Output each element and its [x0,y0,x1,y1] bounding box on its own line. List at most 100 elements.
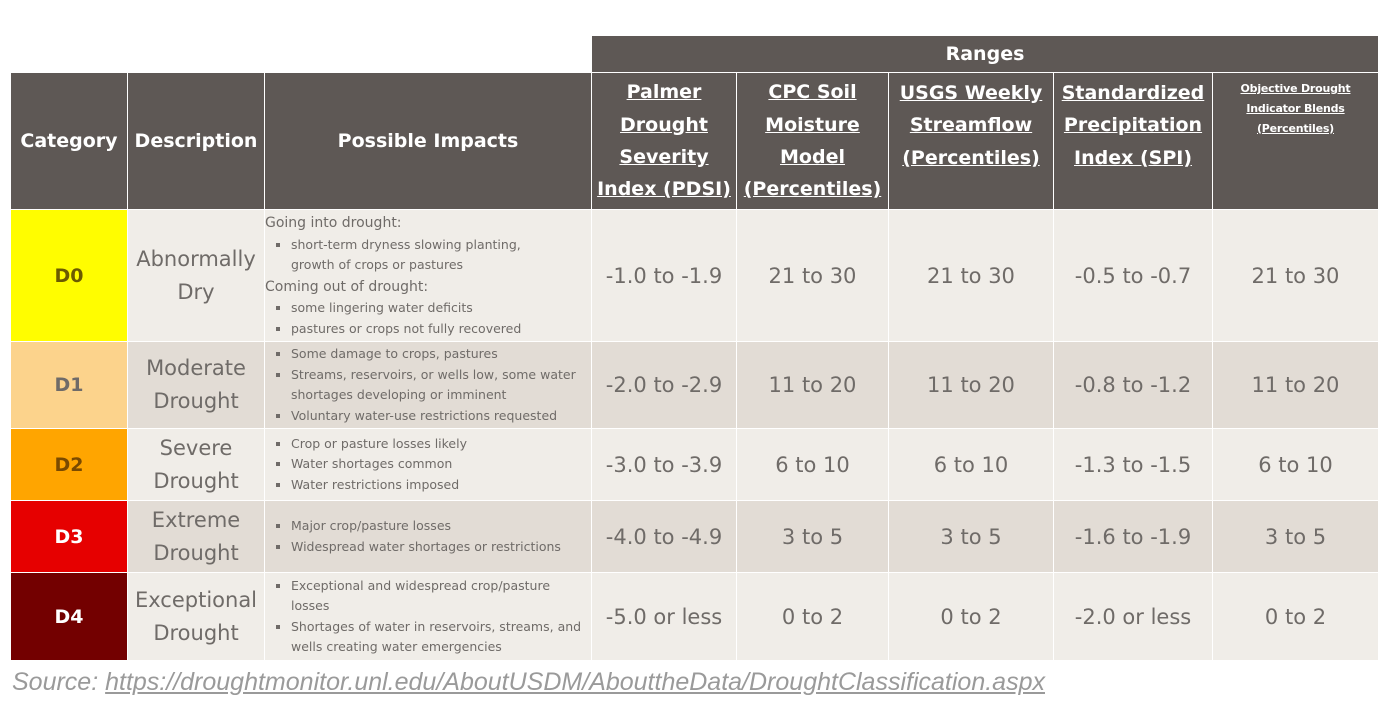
header-usgs-line: Streamflow [909,114,1033,137]
impacts-cell: Major crop/pasture losses Widespread wat… [264,500,592,573]
list-item: pastures or crops not fully recovered [291,319,591,340]
list-item: Voluntary water-use restrictions request… [291,406,591,427]
cpc-value: 21 to 30 [736,209,889,342]
list-item: Exceptional and widespread crop/pasture … [291,576,591,617]
source-link[interactable]: https://droughtmonitor.unl.edu/AboutUSDM… [105,668,1045,696]
list-item: Widespread water shortages or restrictio… [291,537,591,558]
ranges-header: Ranges [592,36,1378,72]
pdsi-value: -1.0 to -1.9 [591,209,737,342]
ranges-label: Ranges [945,43,1025,65]
list-item: Major crop/pasture losses [291,516,591,537]
description-line: Drought [153,620,239,645]
description-line: Drought [153,389,239,413]
spi-value: -2.0 or less [1053,572,1213,661]
header-cpc: CPC Soil Moisture Model (Percentiles) [736,72,889,210]
impacts-cell: Going into drought: short-term dryness s… [264,209,592,342]
header-description: Description [127,72,265,210]
description-line: Abnormally [136,246,256,271]
header-blends-line: Indicator Blends [1246,101,1345,115]
header-usgs-line: (Percentiles) [902,146,1040,169]
impacts-list: Exceptional and widespread crop/pasture … [265,576,591,658]
list-item: Some damage to crops, pastures [291,344,591,365]
source-prefix: Source: [12,668,106,696]
cpc-value: 11 to 20 [736,341,889,429]
description-line: Drought [153,468,239,493]
spi-value: -1.3 to -1.5 [1053,428,1213,501]
table-row: D0 Abnormally Dry Going into drought: sh… [10,209,1379,342]
description-line: Severe [159,435,233,460]
pdsi-value: -4.0 to -4.9 [591,500,737,573]
header-cpc-line: CPC Soil [768,81,857,104]
header-row: Category Description Possible Impacts Pa… [10,72,1379,210]
description-cell: Moderate Drought [127,341,265,429]
impacts-going-into: Going into drought: [265,214,402,231]
header-blends: Objective Drought Indicator Blends (Perc… [1212,72,1379,210]
cpc-value: 3 to 5 [736,500,889,573]
pdsi-value: -5.0 or less [591,572,737,661]
list-item: Crop or pasture losses likely [291,434,591,455]
description-line: Extreme [151,507,241,532]
impacts-cell: Some damage to crops, pastures Streams, … [264,341,592,429]
header-spi-line: Index (SPI) [1074,146,1192,169]
header-pdsi-line: Drought [620,113,708,136]
blends-value: 6 to 10 [1212,428,1379,501]
usgs-value: 11 to 20 [888,341,1054,429]
category-cell: D3 [10,500,128,573]
impacts-list: some lingering water deficits pastures o… [265,298,591,339]
cpc-value: 6 to 10 [736,428,889,501]
header-spi: Standardized Precipitation Index (SPI) [1053,72,1213,210]
impacts-list: Major crop/pasture losses Widespread wat… [265,516,591,557]
pdsi-value: -2.0 to -2.9 [591,341,737,429]
header-pdsi-line: Index (PDSI) [597,178,731,201]
usgs-value: 6 to 10 [888,428,1054,501]
header-usgs: USGS Weekly Streamflow (Percentiles) [888,72,1054,210]
spi-value: -1.6 to -1.9 [1053,500,1213,573]
header-pdsi-line: Palmer [626,81,702,104]
description-line: Drought [153,540,239,565]
header-pdsi-line: Severity [619,146,709,168]
list-item: Water restrictions imposed [291,475,591,496]
header-spi-line: Standardized [1061,82,1205,104]
header-cpc-line: (Percentiles) [743,178,882,201]
header-spi-line: Precipitation [1063,114,1203,137]
usgs-value: 21 to 30 [888,209,1054,342]
description-line: Moderate [146,356,246,381]
list-item: Shortages of water in reservoirs, stream… [291,617,591,658]
spi-value: -0.5 to -0.7 [1053,209,1213,342]
spi-value: -0.8 to -1.2 [1053,341,1213,429]
description-cell: Extreme Drought [127,500,265,573]
description-cell: Abnormally Dry [127,209,265,342]
impacts-cell: Exceptional and widespread crop/pasture … [264,572,592,661]
header-blends-line: (Percentiles) [1256,121,1335,135]
header-usgs-line: USGS Weekly [899,82,1043,104]
header-pdsi: Palmer Drought Severity Index (PDSI) [591,72,737,210]
list-item: Water shortages common [291,454,591,475]
blends-value: 11 to 20 [1212,341,1379,429]
impacts-coming-out: Coming out of drought: [265,278,429,295]
list-item: some lingering water deficits [291,298,591,319]
description-cell: Severe Drought [127,428,265,501]
usgs-value: 3 to 5 [888,500,1054,573]
description-line: Dry [177,279,215,304]
table-row: D2 Severe Drought Crop or pasture losses… [10,428,1379,501]
blends-value: 21 to 30 [1212,209,1379,342]
description-cell: Exceptional Drought [127,572,265,661]
source-citation: Source: https://droughtmonitor.unl.edu/A… [12,668,1045,697]
header-category: Category [10,72,128,210]
table-row: D4 Exceptional Drought Exceptional and w… [10,572,1379,661]
usgs-value: 0 to 2 [888,572,1054,661]
category-cell: D0 [10,209,128,342]
cpc-value: 0 to 2 [736,572,889,661]
impacts-list: short-term dryness slowing planting, [265,235,591,256]
blends-value: 0 to 2 [1212,572,1379,661]
category-cell: D4 [10,572,128,661]
list-item: short-term dryness slowing planting, [291,235,591,256]
list-item-continuation: growth of crops or pastures [291,257,464,272]
header-cpc-line: Moisture [765,113,860,136]
impacts-cell: Crop or pasture losses likely Water shor… [264,428,592,501]
table-row: D3 Extreme Drought Major crop/pasture lo… [10,500,1379,573]
pdsi-value: -3.0 to -3.9 [591,428,737,501]
category-cell: D2 [10,428,128,501]
blends-value: 3 to 5 [1212,500,1379,573]
drought-classification-table: Category Description Possible Impacts Pa… [10,72,1379,661]
